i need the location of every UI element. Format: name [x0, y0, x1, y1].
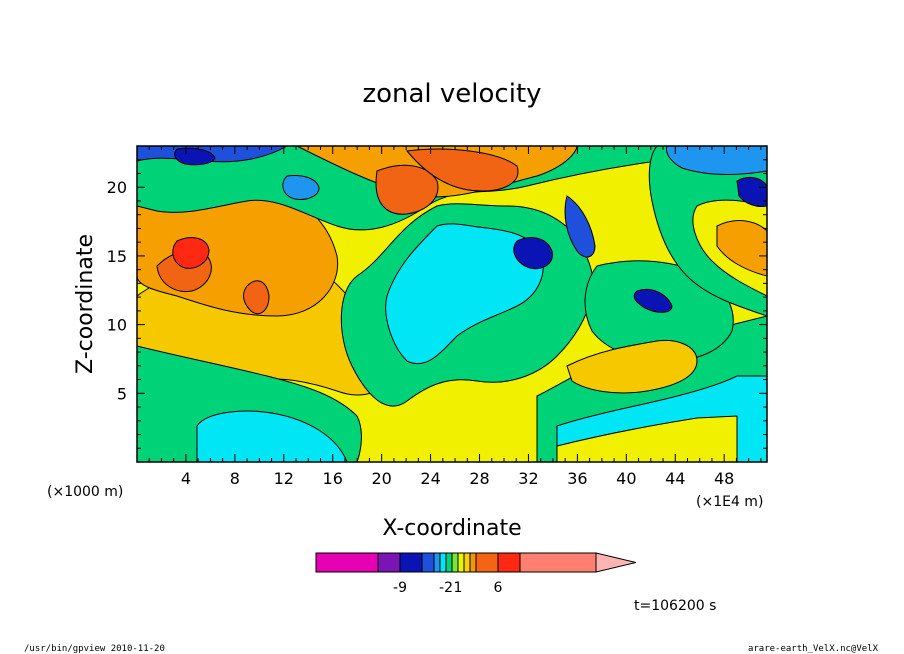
x-tick-label: 8 [230, 469, 240, 488]
y-axis-label: Z-coordinate [73, 234, 98, 374]
chart-title: zonal velocity [362, 79, 541, 109]
x-axis-label: X-coordinate [382, 516, 521, 541]
field-region-cyan [385, 223, 544, 365]
colorbar-segment [421, 552, 435, 573]
x-tick-label: 40 [616, 469, 636, 488]
field-region-yellow [556, 415, 738, 462]
field-region-skyblue [666, 146, 767, 175]
colorbar-segment [399, 552, 423, 573]
colorbar-tick-label: 6 [494, 580, 503, 596]
x-tick-label: 24 [420, 469, 440, 488]
field-group [137, 146, 767, 462]
field-region-darkorange [243, 280, 270, 315]
colorbar-segment [451, 552, 459, 573]
y-tick-label: 20 [107, 178, 127, 197]
field-region-medblue [564, 195, 596, 258]
x-tick-label: 20 [371, 469, 391, 488]
colorbar-extend-arrow [595, 552, 637, 573]
field-region-blue [736, 176, 767, 207]
plot-area [137, 146, 767, 462]
field-region-red [172, 237, 210, 269]
footer-right: arare-earth_VelX.nc@VelX [748, 644, 879, 654]
plot-frame [136, 145, 768, 463]
field-region-blue [513, 237, 553, 270]
y-axis: 5 10 15 20 [107, 159, 767, 449]
colorbar-segment [457, 552, 465, 573]
colorbar-segment [519, 552, 597, 573]
field-region-skyblue [282, 175, 320, 200]
x-tick-label: 36 [567, 469, 587, 488]
colorbar-segment [377, 552, 401, 573]
x-tick-label: 32 [518, 469, 538, 488]
colorbar-segment [445, 552, 453, 573]
x-axis-unit: (×1E4 m) [696, 494, 763, 510]
colorbar-tick-label: -9 [393, 580, 407, 596]
footer-left: /usr/bin/gpview 2010-11-20 [24, 644, 165, 654]
x-tick-label: 16 [323, 469, 343, 488]
field-region-darkorange [375, 164, 439, 215]
field-region-orange [716, 220, 767, 277]
colorbar-tick-label: -2 [439, 580, 453, 596]
x-tick-label: 44 [665, 469, 685, 488]
field-region-blue [174, 147, 216, 166]
y-axis-unit: (×1000 m) [47, 484, 123, 500]
colorbar [315, 552, 637, 573]
colorbar-tick-label: 1 [454, 580, 463, 596]
field-region-darkorange [406, 148, 519, 192]
x-tick-label: 48 [714, 469, 734, 488]
heatmap-fields [137, 146, 767, 462]
y-tick-label: 10 [107, 316, 127, 335]
colorbar-segment [433, 552, 441, 573]
colorbar-segment [463, 552, 471, 573]
colorbar-segment [439, 552, 447, 573]
time-label: t=106200 s [634, 598, 716, 614]
colorbar-segment [469, 552, 477, 573]
colorbar-segment [497, 552, 521, 573]
colorbar-segment [475, 552, 499, 573]
colorbar-ticks: -9 -2 1 6 [393, 580, 503, 596]
x-tick-label: 28 [469, 469, 489, 488]
field-region-cyan [196, 410, 348, 462]
y-tick-label: 15 [107, 247, 127, 266]
y-tick-label: 5 [117, 384, 127, 403]
x-tick-label: 12 [274, 469, 294, 488]
colorbar-segment [315, 552, 379, 573]
field-region-gold [566, 339, 698, 394]
field-region-blue [633, 289, 673, 313]
x-tick-label: 4 [181, 469, 191, 488]
x-axis: 4 8 12 16 20 24 28 32 36 40 44 48 [148, 146, 762, 488]
